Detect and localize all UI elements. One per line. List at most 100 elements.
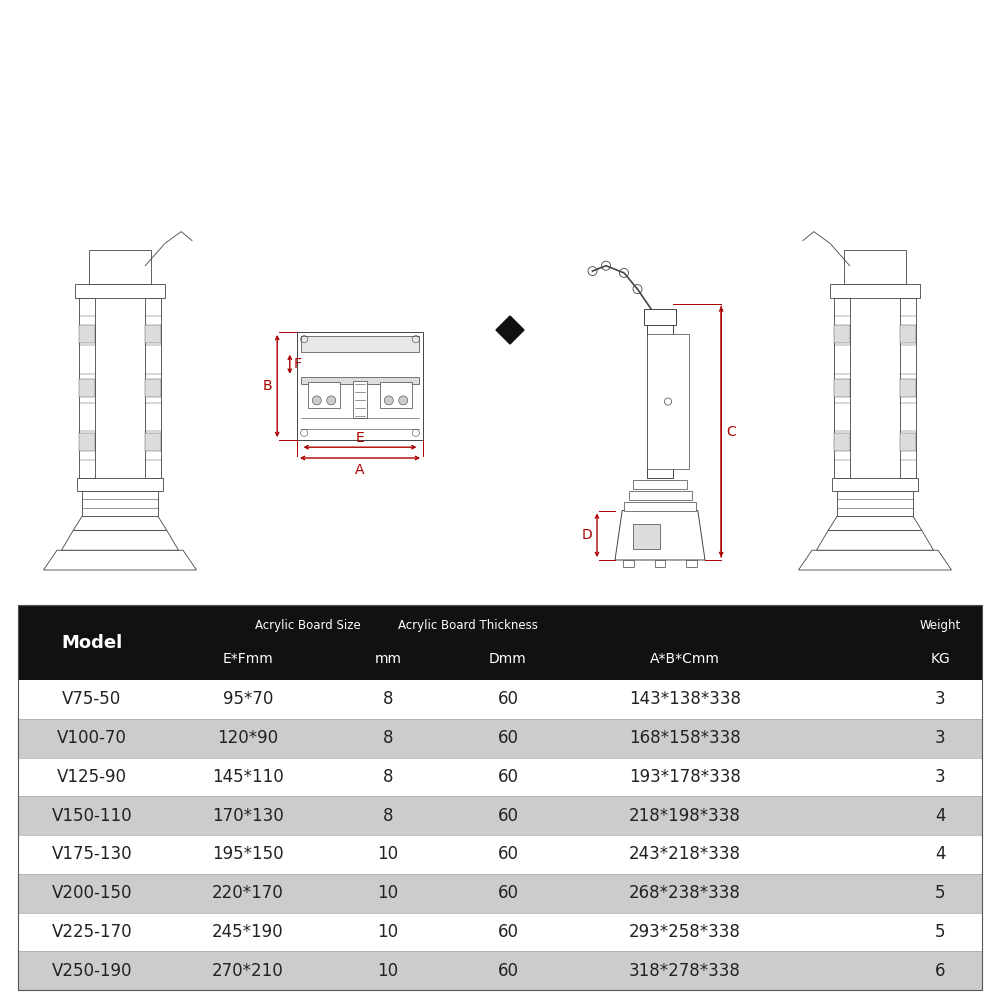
Text: 145*110: 145*110 — [212, 768, 284, 786]
Circle shape — [588, 267, 597, 276]
Text: E: E — [356, 430, 364, 444]
Bar — [79, 379, 95, 397]
Text: 268*238*338: 268*238*338 — [629, 884, 741, 902]
Polygon shape — [798, 550, 952, 570]
Text: 4: 4 — [935, 845, 945, 863]
Bar — [82, 491, 158, 516]
Text: KG: KG — [930, 652, 950, 666]
Circle shape — [384, 396, 393, 405]
Bar — [301, 336, 419, 352]
Text: Acrylic Board Size: Acrylic Board Size — [255, 619, 361, 633]
Polygon shape — [62, 530, 178, 550]
Text: V200-150: V200-150 — [52, 884, 132, 902]
Text: V125-90: V125-90 — [57, 768, 127, 786]
Text: V250-190: V250-190 — [52, 962, 132, 980]
Text: mm: mm — [374, 652, 402, 666]
Circle shape — [399, 396, 408, 405]
Text: 8: 8 — [383, 807, 393, 825]
Bar — [18, 874, 982, 912]
Text: A*B*Cmm: A*B*Cmm — [650, 652, 720, 666]
Bar — [79, 325, 95, 343]
Bar — [644, 309, 676, 325]
Text: 193*178*338: 193*178*338 — [629, 768, 741, 786]
Bar — [145, 298, 161, 478]
Text: 270*210: 270*210 — [212, 962, 284, 980]
Text: 170*130: 170*130 — [212, 807, 284, 825]
Bar — [353, 381, 367, 418]
Bar — [18, 796, 982, 835]
Text: V150-110: V150-110 — [52, 807, 132, 825]
Text: Acrylic Board Thickness: Acrylic Board Thickness — [398, 619, 538, 633]
Text: 60: 60 — [498, 923, 518, 941]
Polygon shape — [816, 530, 934, 550]
Bar — [18, 719, 982, 758]
Text: Dmm: Dmm — [489, 652, 527, 666]
Bar — [79, 433, 95, 451]
Text: 4: 4 — [935, 807, 945, 825]
Bar — [18, 758, 982, 796]
Text: 60: 60 — [498, 729, 518, 747]
Text: 95*70: 95*70 — [223, 690, 273, 708]
Text: 318*278*338: 318*278*338 — [629, 962, 741, 980]
Bar — [18, 605, 982, 990]
Bar — [844, 250, 906, 284]
Text: B: B — [262, 379, 272, 393]
Text: 60: 60 — [498, 768, 518, 786]
Bar — [308, 382, 340, 408]
Polygon shape — [615, 510, 705, 560]
Bar — [900, 298, 916, 478]
Bar — [837, 491, 913, 516]
Bar — [77, 478, 163, 491]
Text: 3: 3 — [935, 729, 945, 747]
Text: E*Fmm: E*Fmm — [223, 652, 273, 666]
Text: F: F — [293, 357, 301, 371]
Bar — [18, 951, 982, 990]
Bar — [18, 835, 982, 874]
Text: C: C — [727, 425, 736, 439]
Bar — [900, 379, 916, 397]
Bar — [830, 284, 920, 298]
Text: 60: 60 — [498, 884, 518, 902]
Bar — [834, 325, 850, 343]
Bar — [89, 250, 151, 284]
Polygon shape — [44, 550, 196, 570]
Bar — [18, 680, 982, 719]
Text: 5: 5 — [935, 923, 945, 941]
Bar — [145, 379, 161, 397]
Circle shape — [602, 261, 610, 270]
Bar — [633, 524, 660, 549]
Text: 220*170: 220*170 — [212, 884, 284, 902]
Text: 60: 60 — [498, 807, 518, 825]
Text: A: A — [355, 463, 365, 477]
Text: 60: 60 — [498, 962, 518, 980]
Text: 120*90: 120*90 — [217, 729, 279, 747]
Bar — [647, 334, 689, 469]
Text: D: D — [582, 528, 592, 542]
Circle shape — [620, 268, 629, 277]
Text: V75-50: V75-50 — [62, 690, 122, 708]
Text: 8: 8 — [383, 729, 393, 747]
Text: 10: 10 — [377, 845, 399, 863]
Bar — [301, 377, 419, 384]
Bar — [18, 605, 982, 680]
Bar — [655, 560, 665, 567]
Bar — [624, 502, 696, 510]
Bar — [834, 298, 850, 478]
Text: 8: 8 — [383, 690, 393, 708]
Polygon shape — [828, 516, 922, 530]
Circle shape — [327, 396, 336, 405]
Bar — [629, 491, 692, 500]
Text: 195*150: 195*150 — [212, 845, 284, 863]
Text: 293*258*338: 293*258*338 — [629, 923, 741, 941]
Bar — [75, 284, 165, 298]
Text: 168*158*338: 168*158*338 — [629, 729, 741, 747]
Text: 60: 60 — [498, 845, 518, 863]
Bar — [380, 382, 412, 408]
Text: V175-130: V175-130 — [52, 845, 132, 863]
Bar — [834, 433, 850, 451]
Bar — [900, 433, 916, 451]
Text: V225-170: V225-170 — [52, 923, 132, 941]
Bar — [633, 480, 687, 489]
Bar — [686, 560, 697, 567]
Text: 10: 10 — [377, 884, 399, 902]
